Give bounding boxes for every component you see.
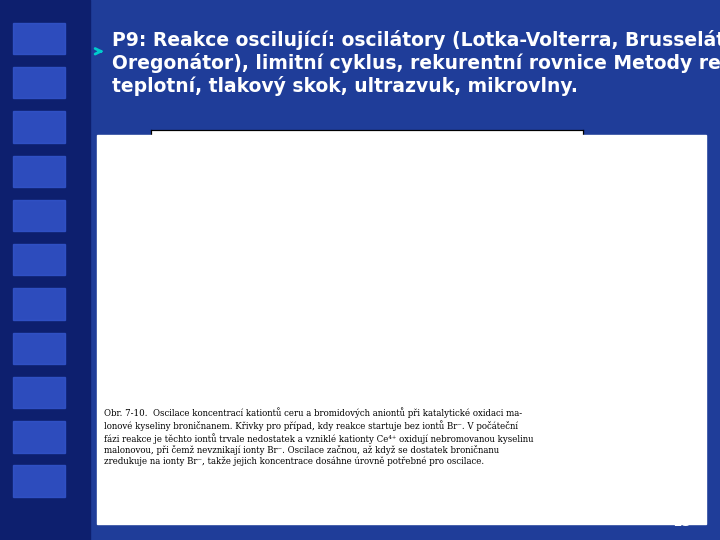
Text: P9: Reakce oscilující: oscilátory (Lotka-Volterra, Brusselátor,
Oregonátor), lim: P9: Reakce oscilující: oscilátory (Lotka…	[112, 30, 720, 96]
X-axis label: t, min: t, min	[353, 403, 382, 413]
Text: Obr. 7-10.  Oscilace koncentrací kationtů ceru a bromidových aniontů při katalyt: Obr. 7-10. Oscilace koncentrací kationtů…	[104, 408, 534, 466]
Text: log $[\mathrm{Br}^{-}]$: log $[\mathrm{Br}^{-}]$	[240, 275, 275, 288]
Text: 13: 13	[672, 514, 691, 529]
Text: log $[\mathrm{Ce}^{4+}]/[\mathrm{Ce}^{3+}]$: log $[\mathrm{Ce}^{4+}]/[\mathrm{Ce}^{3+…	[402, 148, 473, 162]
